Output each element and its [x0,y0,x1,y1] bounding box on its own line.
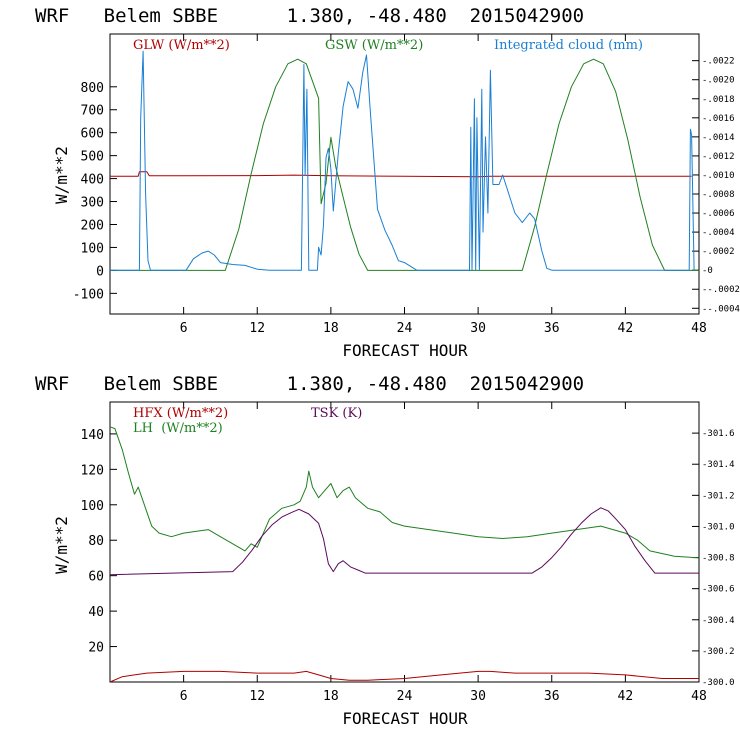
x-tick-label: 12 [249,321,265,336]
y-tick-label: -100 [73,287,104,302]
y-axis-label: W/m**2 [52,146,71,204]
y2-tick-label: -301.6 [702,429,735,439]
y-tick-label: 700 [81,104,104,119]
y2-tick-label: -.0022 [702,57,735,67]
y-tick-label: 120 [81,463,104,478]
y-tick-label: 400 [81,173,104,188]
y2-tick-label: -301.0 [702,522,735,532]
y-tick-label: 100 [81,499,104,514]
y2-tick-label: -.0002 [702,247,735,257]
y-tick-label: 300 [81,196,104,211]
y2-tick-label: -.0008 [702,190,735,200]
x-tick-label: 48 [691,689,707,704]
y-axis-label: W/m**2 [52,516,71,574]
series-line-glw [110,171,692,178]
x-tick-label: 30 [470,321,486,336]
y2-tick-label: -300.6 [702,585,735,595]
y-tick-label: 0 [96,264,104,279]
y2-tick-label: -.0006 [702,209,735,219]
plot-frame [109,401,700,683]
x-tick-label: 48 [691,321,707,336]
legend-glw: GLW (W/m**2) [133,38,230,53]
y2-tick-label: -300.2 [702,647,735,657]
legend-hfx: HFX (W/m**2) [133,406,228,421]
x-tick-label: 18 [323,321,339,336]
legend-tsk: TSK (K) [311,406,362,421]
series-line-integrated [110,50,695,271]
legend-lh: LH (W/m**2) [133,421,223,436]
series-line-hfx [109,670,699,683]
y2-tick-label: -.0004 [702,228,735,238]
y2-tick-label: -.0020 [702,76,735,86]
plot-frame [109,33,700,315]
y2-tick-label: -.0012 [702,152,735,162]
x-axis-label: FORECAST HOUR [342,709,468,728]
legend-integrated-cloud: Integrated cloud (mm) [494,38,643,53]
x-tick-label: 24 [397,321,413,336]
y-tick-label: 20 [88,641,104,656]
y2-tick-label: -300.8 [702,554,735,564]
series-line-lh [109,426,700,559]
x-tick-label: 42 [618,689,634,704]
y-tick-label: 200 [81,218,104,233]
x-tick-label: 6 [180,321,188,336]
y-tick-label: 500 [81,150,104,165]
y-tick-label: 60 [88,570,104,585]
y-tick-label: 80 [88,534,104,549]
x-axis-label: FORECAST HOUR [342,341,468,360]
y2-tick-label: --.0004 [702,304,740,314]
y2-tick-label: -0 [702,266,713,276]
x-tick-label: 30 [470,689,486,704]
chart-title: WRF Belem SBBE 1.380, -48.480 2015042900 [35,373,584,395]
chart-radiation-cloud: WRF Belem SBBE 1.380, -48.480 2015042900… [35,5,740,360]
chart-surface-fluxes: WRF Belem SBBE 1.380, -48.480 2015042900… [35,373,735,728]
y2-tick-label: -300.4 [702,616,735,626]
x-tick-label: 6 [180,689,188,704]
legend-gsw: GSW (W/m**2) [325,38,423,53]
x-tick-label: 12 [249,689,265,704]
y-tick-label: 100 [81,241,104,256]
y2-tick-label: -.0018 [702,95,735,105]
x-tick-label: 36 [544,689,560,704]
y-tick-label: 600 [81,127,104,142]
y2-tick-label: -301.4 [702,460,735,470]
y-tick-label: 800 [81,81,104,96]
y2-tick-label: -300.0 [702,678,735,688]
y-tick-label: 140 [81,428,104,443]
y2-tick-label: -.0014 [702,133,735,143]
chart-title: WRF Belem SBBE 1.380, -48.480 2015042900 [35,5,584,27]
y2-tick-label: -.0016 [702,114,735,124]
x-tick-label: 18 [323,689,339,704]
x-tick-label: 24 [397,689,413,704]
y2-tick-label: -301.2 [702,491,735,501]
x-tick-label: 42 [618,321,634,336]
y-tick-label: 40 [88,605,104,620]
y2-tick-label: --.0002 [702,285,740,295]
series-line-tsk [109,507,699,576]
y2-tick-label: -.0010 [702,171,735,181]
x-tick-label: 36 [544,321,560,336]
series-line-gsw [110,58,699,271]
